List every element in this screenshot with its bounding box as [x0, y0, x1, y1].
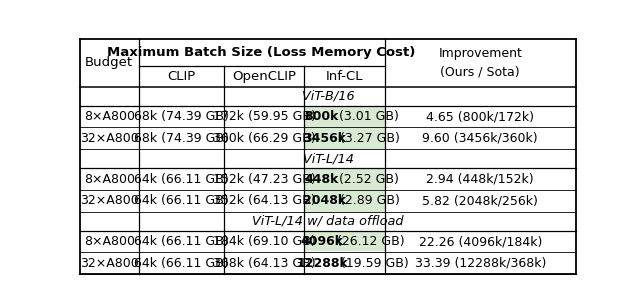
Text: 172k (59.95 GB): 172k (59.95 GB): [212, 110, 316, 123]
Text: 4.65 (800k/172k): 4.65 (800k/172k): [426, 110, 534, 123]
Text: (26.12 GB): (26.12 GB): [333, 235, 405, 248]
Text: 2.94 (448k/152k): 2.94 (448k/152k): [426, 173, 534, 186]
Text: 32×A800: 32×A800: [80, 132, 139, 145]
Text: 64k (66.11 GB): 64k (66.11 GB): [134, 173, 228, 186]
Text: 33.39 (12288k/368k): 33.39 (12288k/368k): [415, 257, 546, 270]
Text: 64k (66.11 GB): 64k (66.11 GB): [134, 257, 228, 270]
Text: 68k (74.39 GB): 68k (74.39 GB): [134, 110, 228, 123]
Text: Inf-CL: Inf-CL: [326, 70, 363, 83]
Text: 64k (66.11 GB): 64k (66.11 GB): [134, 235, 228, 248]
Bar: [304, 168, 385, 190]
Bar: [304, 127, 385, 149]
Text: 22.26 (4096k/184k): 22.26 (4096k/184k): [419, 235, 542, 248]
Text: 8×A800: 8×A800: [84, 110, 135, 123]
Text: (3.27 GB): (3.27 GB): [336, 132, 400, 145]
Text: Improvement
(Ours / Sota): Improvement (Ours / Sota): [438, 47, 522, 78]
Text: 368k (64.13 GB): 368k (64.13 GB): [212, 257, 316, 270]
Bar: [304, 252, 385, 274]
Text: 32×A800: 32×A800: [80, 194, 139, 207]
Text: 800k: 800k: [305, 110, 339, 123]
Text: 5.82 (2048k/256k): 5.82 (2048k/256k): [422, 194, 538, 207]
Text: Maximum Batch Size (Loss Memory Cost): Maximum Batch Size (Loss Memory Cost): [108, 46, 416, 59]
Text: Budget: Budget: [85, 56, 133, 69]
Text: (2.89 GB): (2.89 GB): [337, 194, 400, 207]
Text: 352k (64.13 GB): 352k (64.13 GB): [212, 194, 316, 207]
Bar: [304, 190, 385, 212]
Text: CLIP: CLIP: [167, 70, 195, 83]
Text: 448k: 448k: [305, 173, 339, 186]
Text: OpenCLIP: OpenCLIP: [232, 70, 296, 83]
Text: (19.59 GB): (19.59 GB): [337, 257, 408, 270]
Text: (3.01 GB): (3.01 GB): [332, 110, 399, 123]
Text: 32×A800: 32×A800: [80, 257, 139, 270]
Text: 9.60 (3456k/360k): 9.60 (3456k/360k): [422, 132, 538, 145]
Text: ViT-B/16: ViT-B/16: [301, 90, 355, 103]
Bar: [304, 231, 385, 252]
Text: 12288k: 12288k: [296, 257, 348, 270]
Text: (2.52 GB): (2.52 GB): [332, 173, 399, 186]
Text: 184k (69.10 GB): 184k (69.10 GB): [212, 235, 316, 248]
Text: 152k (47.23 GB): 152k (47.23 GB): [212, 173, 316, 186]
Text: 3456k: 3456k: [303, 132, 346, 145]
Bar: [304, 106, 385, 127]
Text: 360k (66.29 GB): 360k (66.29 GB): [212, 132, 316, 145]
Text: 64k (66.11 GB): 64k (66.11 GB): [134, 194, 228, 207]
Text: 4096k: 4096k: [300, 235, 343, 248]
Text: 8×A800: 8×A800: [84, 173, 135, 186]
Text: ViT-L/14 w/ data offload: ViT-L/14 w/ data offload: [252, 215, 404, 228]
Text: 68k (74.39 GB): 68k (74.39 GB): [134, 132, 228, 145]
Text: ViT-L/14: ViT-L/14: [303, 152, 353, 165]
Text: 2048k: 2048k: [303, 194, 346, 207]
Text: 8×A800: 8×A800: [84, 235, 135, 248]
